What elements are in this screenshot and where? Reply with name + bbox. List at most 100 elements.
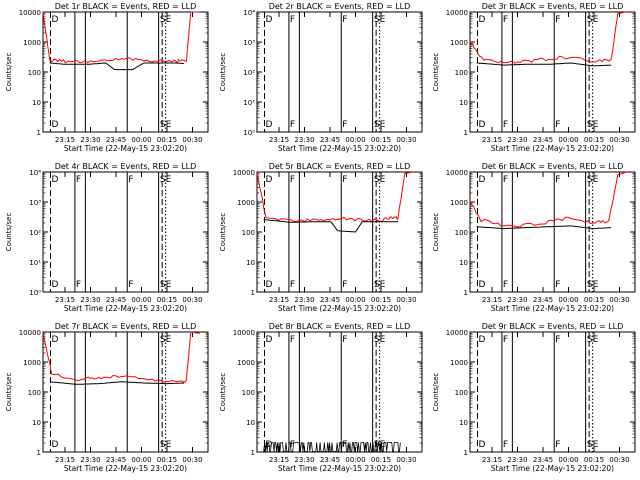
marker-label: F [128,175,133,185]
marker-label: SE [160,15,172,25]
y-tick-label: 100 [242,389,255,397]
marker-label: SE [160,335,172,345]
y-tick-label: 100 [28,69,41,77]
x-tick-label: 00:15 [157,296,177,304]
x-tick-label: 00:30 [609,456,629,464]
x-tick-label: 00:00 [131,136,151,144]
marker-label: F [555,440,560,450]
x-tick-label: 23:15 [269,136,289,144]
x-tick-label: 23:15 [269,296,289,304]
y-tick-label: 10000 [19,329,41,337]
marker-label: F [290,335,295,345]
chart-panel: Det 6r BLACK = Events, RED = LLD 1 10 100 10… [432,162,636,313]
x-tick-label: 00:15 [584,456,604,464]
y-tick-label: 10000 [233,169,255,177]
chart-title: Det 1r BLACK = Events, RED = LLD [55,2,197,11]
y-axis-label: Counts/sec [5,373,13,412]
marker-label: F [76,280,81,290]
x-tick-label: 00:30 [396,296,416,304]
x-tick-label: 00:30 [609,296,629,304]
plot-frame [469,11,636,133]
x-tick-label: 00:00 [345,456,365,464]
x-tick-label: 00:30 [396,136,416,144]
marker-label: SE [587,280,599,290]
x-axis-label: Start Time (22-May-15 23:02:20) [64,304,187,313]
x-tick-label: 00:30 [182,456,202,464]
chart-title: Det 5r BLACK = Events, RED = LLD [269,162,411,171]
data-series-lld [42,331,200,383]
y-tick-label: 10² [29,229,41,237]
x-tick-label: 00:30 [182,136,202,144]
y-tick-label: 1 [464,129,468,137]
x-tick-label: 23:15 [482,296,502,304]
marker-label: F [342,175,347,185]
x-tick-label: 00:00 [558,136,578,144]
marker-label: F [555,280,560,290]
y-axis-label: Counts/sec [432,213,440,252]
marker-label: D [265,120,272,130]
y-tick-label: 1000 [450,359,468,367]
marker-label: F [342,335,347,345]
marker-label: SE [374,15,386,25]
marker-label: F [342,120,347,130]
y-axis-label: Counts/sec [432,373,440,412]
y-tick-label: 10⁴ [29,169,41,177]
chart-panel: Det 7r BLACK = Events, RED = LLD 1 10 100 10… [5,322,209,473]
plot-frame [256,331,423,453]
x-tick-label: 23:15 [269,456,289,464]
plot-frame [42,11,209,133]
y-tick-label: 100 [455,69,468,77]
data-series-lld [469,171,627,228]
y-axis-label: Counts/sec [219,373,227,412]
x-tick-label: 00:30 [609,136,629,144]
marker-label: D [51,15,58,25]
y-tick-label: 1000 [237,199,255,207]
x-tick-label: 23:30 [507,136,527,144]
y-tick-label: 1 [251,289,255,297]
chart-title: Det 6r BLACK = Events, RED = LLD [482,162,624,171]
y-tick-label: 10000 [446,329,468,337]
x-tick-label: 23:45 [106,456,126,464]
marker-label: D [478,335,485,345]
y-tick-label: 1000 [23,39,41,47]
y-tick-label: 10⁰ [243,129,255,137]
y-tick-label: 10 [32,99,41,107]
x-tick-label: 00:00 [345,296,365,304]
y-tick-label: 1 [251,449,255,457]
chart-panel: Det 5r BLACK = Events, RED = LLD 1 10 100 10… [219,162,423,313]
plot-frame [42,171,209,293]
y-tick-label: 1 [37,449,41,457]
x-tick-label: 23:45 [320,296,340,304]
chart-title: Det 9r BLACK = Events, RED = LLD [482,322,624,331]
marker-label: F [503,175,508,185]
x-tick-label: 23:30 [80,296,100,304]
marker-label: F [76,175,81,185]
marker-label: F [555,15,560,25]
x-tick-label: 23:15 [55,296,75,304]
x-axis-label: Start Time (22-May-15 23:02:20) [491,304,614,313]
y-tick-label: 10000 [446,9,468,17]
chart-panel: Det 3r BLACK = Events, RED = LLD 1 10 100 10… [432,2,636,153]
data-series-lld [256,171,414,223]
marker-label: SE [160,120,172,130]
y-axis-label: Counts/sec [5,213,13,252]
x-tick-label: 23:30 [294,456,314,464]
marker-label: SE [374,280,386,290]
y-tick-label: 10⁰ [29,289,41,297]
x-tick-label: 23:15 [55,136,75,144]
marker-label: F [290,280,295,290]
y-tick-label: 10000 [446,169,468,177]
y-tick-label: 1000 [450,199,468,207]
marker-label: F [342,15,347,25]
y-tick-label: 10 [459,419,468,427]
marker-label: D [265,280,272,290]
y-tick-label: 100 [455,389,468,397]
plot-frame [469,331,636,453]
chart-title: Det 8r BLACK = Events, RED = LLD [269,322,411,331]
y-tick-label: 1 [464,289,468,297]
marker-label: SE [374,120,386,130]
marker-label: D [51,120,58,130]
data-series-events [476,225,612,230]
x-axis-label: Start Time (22-May-15 23:02:20) [491,144,614,153]
marker-label: D [478,280,485,290]
